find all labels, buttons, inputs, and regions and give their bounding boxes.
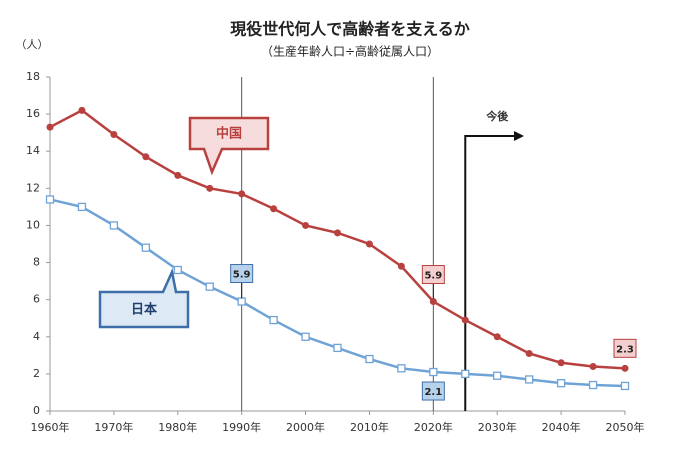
y-tick-label: 4	[33, 330, 40, 343]
point	[525, 349, 533, 357]
point	[588, 380, 598, 390]
x-tick-label: 1970年	[94, 420, 133, 434]
callout-china: 中国	[188, 116, 270, 176]
point	[397, 262, 405, 270]
y-tick-label: 18	[26, 70, 40, 83]
point	[238, 190, 246, 198]
point	[174, 171, 182, 179]
point	[429, 367, 438, 377]
legend-label: 日本	[131, 302, 157, 318]
point	[365, 354, 374, 364]
point	[365, 240, 373, 248]
y-tick-label: 2	[33, 367, 40, 380]
label-box	[613, 338, 637, 358]
chart-title: 現役世代何人で高齢者を支えるか	[230, 20, 470, 39]
point	[525, 375, 534, 384]
label-box	[230, 264, 254, 284]
x-tick-label: 2000年	[286, 420, 325, 434]
point	[237, 297, 246, 306]
label-box	[421, 265, 445, 285]
x-tick-label: 1990年	[222, 420, 261, 434]
point	[461, 369, 470, 379]
arrow-head	[514, 131, 524, 141]
point	[270, 205, 278, 213]
point	[110, 131, 118, 139]
point	[493, 371, 502, 380]
point	[461, 316, 469, 324]
point	[77, 202, 87, 212]
point	[45, 195, 55, 204]
data-label: 2.1	[424, 387, 442, 398]
x-tick-label: 2040年	[542, 420, 581, 434]
point	[557, 359, 565, 367]
point	[142, 153, 150, 161]
series-line	[49, 108, 626, 370]
chart-subtitle: （生産年齢人口÷高齢従属人口）	[261, 44, 439, 59]
point	[556, 379, 566, 388]
data-label: 5.9	[233, 270, 251, 281]
y-tick-label: 16	[26, 107, 40, 120]
point	[301, 332, 310, 341]
annotation-label: 今後	[485, 109, 509, 123]
y-axis-label: （人）	[16, 38, 49, 51]
callout-box	[188, 116, 270, 176]
callout-japan: 日本	[98, 267, 190, 329]
y-tick-label: 0	[33, 404, 40, 417]
point	[589, 362, 597, 370]
point	[206, 184, 214, 192]
point	[334, 229, 341, 237]
callout-box	[98, 267, 190, 329]
point	[46, 123, 54, 131]
point	[269, 315, 278, 325]
point	[141, 243, 150, 252]
x-tick-label: 2020年	[414, 420, 453, 434]
x-tick-label: 2030年	[478, 420, 517, 434]
y-tick-label: 6	[33, 293, 40, 306]
point	[621, 364, 629, 372]
annotation-arrow	[464, 135, 516, 411]
y-tick-label: 14	[26, 144, 40, 157]
x-tick-label: 1960年	[31, 420, 70, 434]
point	[333, 343, 342, 353]
point	[78, 106, 86, 114]
label-box	[421, 381, 445, 401]
point	[429, 298, 437, 306]
y-tick-label: 8	[33, 256, 40, 269]
data-label: 2.3	[616, 344, 634, 355]
x-tick-label: 2010年	[350, 420, 389, 434]
y-tick-label: 12	[26, 181, 40, 194]
data-label: 5.9	[424, 271, 442, 282]
x-tick-label: 1980年	[158, 420, 197, 434]
point	[493, 333, 501, 341]
point	[397, 364, 406, 373]
point	[173, 265, 182, 275]
legend-label: 中国	[216, 126, 242, 142]
x-tick-label: 2050年	[606, 420, 645, 434]
y-tick-label: 10	[26, 218, 40, 231]
point	[109, 221, 119, 230]
point	[302, 221, 310, 229]
point	[205, 282, 214, 291]
point	[620, 381, 630, 391]
